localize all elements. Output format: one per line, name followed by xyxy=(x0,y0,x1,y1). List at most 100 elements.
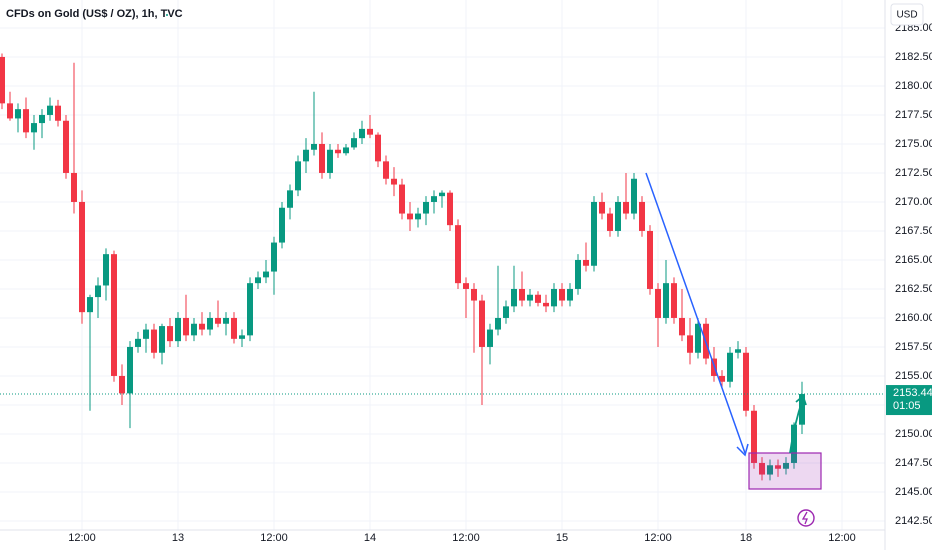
up-arrow-head xyxy=(795,394,807,406)
candle-body xyxy=(623,201,629,214)
candle-body xyxy=(591,201,597,266)
candle-body xyxy=(63,120,69,173)
up-arrow xyxy=(789,397,804,454)
candle-body xyxy=(207,317,213,330)
candle-body xyxy=(399,184,405,214)
candle-body xyxy=(151,329,157,353)
candle-body xyxy=(695,323,701,353)
candle-body xyxy=(127,346,133,394)
currency-label: USD xyxy=(896,10,917,21)
candle-body xyxy=(159,326,165,353)
candle-body xyxy=(447,192,453,226)
candle-body xyxy=(615,201,621,231)
candle-body xyxy=(215,317,221,324)
candle-body xyxy=(103,254,109,286)
candle-body xyxy=(743,352,749,411)
candle-body xyxy=(31,123,37,133)
candle-body xyxy=(647,230,653,289)
candle-body xyxy=(775,465,781,469)
candle-body xyxy=(599,201,605,214)
candle-body xyxy=(455,225,461,284)
candle-body xyxy=(719,375,725,382)
candle-body xyxy=(727,352,733,382)
x-tick-label: 12:00 xyxy=(68,532,96,544)
candle-body xyxy=(439,192,445,197)
candle-body xyxy=(607,213,613,231)
candle-body xyxy=(783,462,789,469)
currency-button[interactable] xyxy=(890,3,924,26)
zone-box xyxy=(748,452,822,490)
alert-icon[interactable] xyxy=(797,509,815,527)
y-tick-label: 2150.00 xyxy=(895,428,932,440)
candle-body xyxy=(39,114,45,124)
candle-body xyxy=(223,317,229,324)
y-tick-label: 2162.50 xyxy=(895,283,932,295)
candle-body xyxy=(95,285,101,298)
candle-body xyxy=(423,201,429,214)
y-tick-label: 2142.50 xyxy=(895,515,932,527)
candle-body xyxy=(375,134,381,162)
y-tick-label: 2175.00 xyxy=(895,138,932,150)
y-tick-label: 2182.50 xyxy=(895,51,932,63)
candle-body xyxy=(335,149,341,154)
candle-body xyxy=(111,254,117,376)
candle-body xyxy=(799,394,805,425)
candle-body xyxy=(671,283,677,318)
candle-body xyxy=(735,349,741,353)
y-tick-label: 2145.00 xyxy=(895,486,932,498)
candle-body xyxy=(391,178,397,185)
candle-body xyxy=(503,306,509,318)
candle-body xyxy=(687,335,693,353)
candle-body xyxy=(511,288,517,307)
candle-body xyxy=(575,259,581,289)
candle-body xyxy=(407,213,413,220)
trend-line xyxy=(645,172,746,454)
candle-body xyxy=(655,288,661,318)
status-dot xyxy=(166,14,168,16)
candle-body xyxy=(87,297,93,313)
candle-body xyxy=(319,143,325,173)
candle-body xyxy=(367,128,373,135)
grid xyxy=(0,0,885,530)
candle-body xyxy=(351,138,357,148)
candle-body xyxy=(199,323,205,330)
candle-body xyxy=(0,56,5,104)
candle-body xyxy=(663,283,669,318)
candle-body xyxy=(495,317,501,330)
candle-body xyxy=(247,283,253,336)
candle-body xyxy=(343,147,349,154)
candle-body xyxy=(791,424,797,463)
candle-body xyxy=(239,335,245,339)
y-tick-label: 2172.50 xyxy=(895,167,932,179)
candle-body xyxy=(271,242,277,272)
candle-body xyxy=(559,288,565,301)
candle-body xyxy=(143,329,149,339)
candle-body xyxy=(79,201,85,313)
x-tick-label: 14 xyxy=(364,532,376,544)
trend-arrow xyxy=(736,443,749,457)
last-price-tag xyxy=(886,385,932,416)
candle-body xyxy=(47,105,53,115)
candle-body xyxy=(471,288,477,301)
candle-body xyxy=(751,410,757,463)
candle-body xyxy=(311,143,317,150)
candle-body xyxy=(191,323,197,336)
y-tick-label: 2167.50 xyxy=(895,225,932,237)
y-tick-label: 2170.00 xyxy=(895,196,932,208)
y-tick-label: 2160.00 xyxy=(895,312,932,324)
candle-body xyxy=(631,178,637,214)
candle-body xyxy=(383,161,389,179)
y-tick-label: 2177.50 xyxy=(895,109,932,121)
candle-body xyxy=(639,201,645,231)
candle-body xyxy=(287,190,293,208)
x-tick-label: 15 xyxy=(556,532,568,544)
candle-body xyxy=(527,294,533,301)
candle-body xyxy=(479,300,485,347)
candle-body xyxy=(135,338,141,347)
x-tick-label: 13 xyxy=(172,532,184,544)
y-tick-label: 2180.00 xyxy=(895,80,932,92)
candle-body xyxy=(551,288,557,307)
candle-body xyxy=(415,213,421,220)
candle-body xyxy=(583,259,589,266)
y-tick-label: 2155.00 xyxy=(895,370,932,382)
